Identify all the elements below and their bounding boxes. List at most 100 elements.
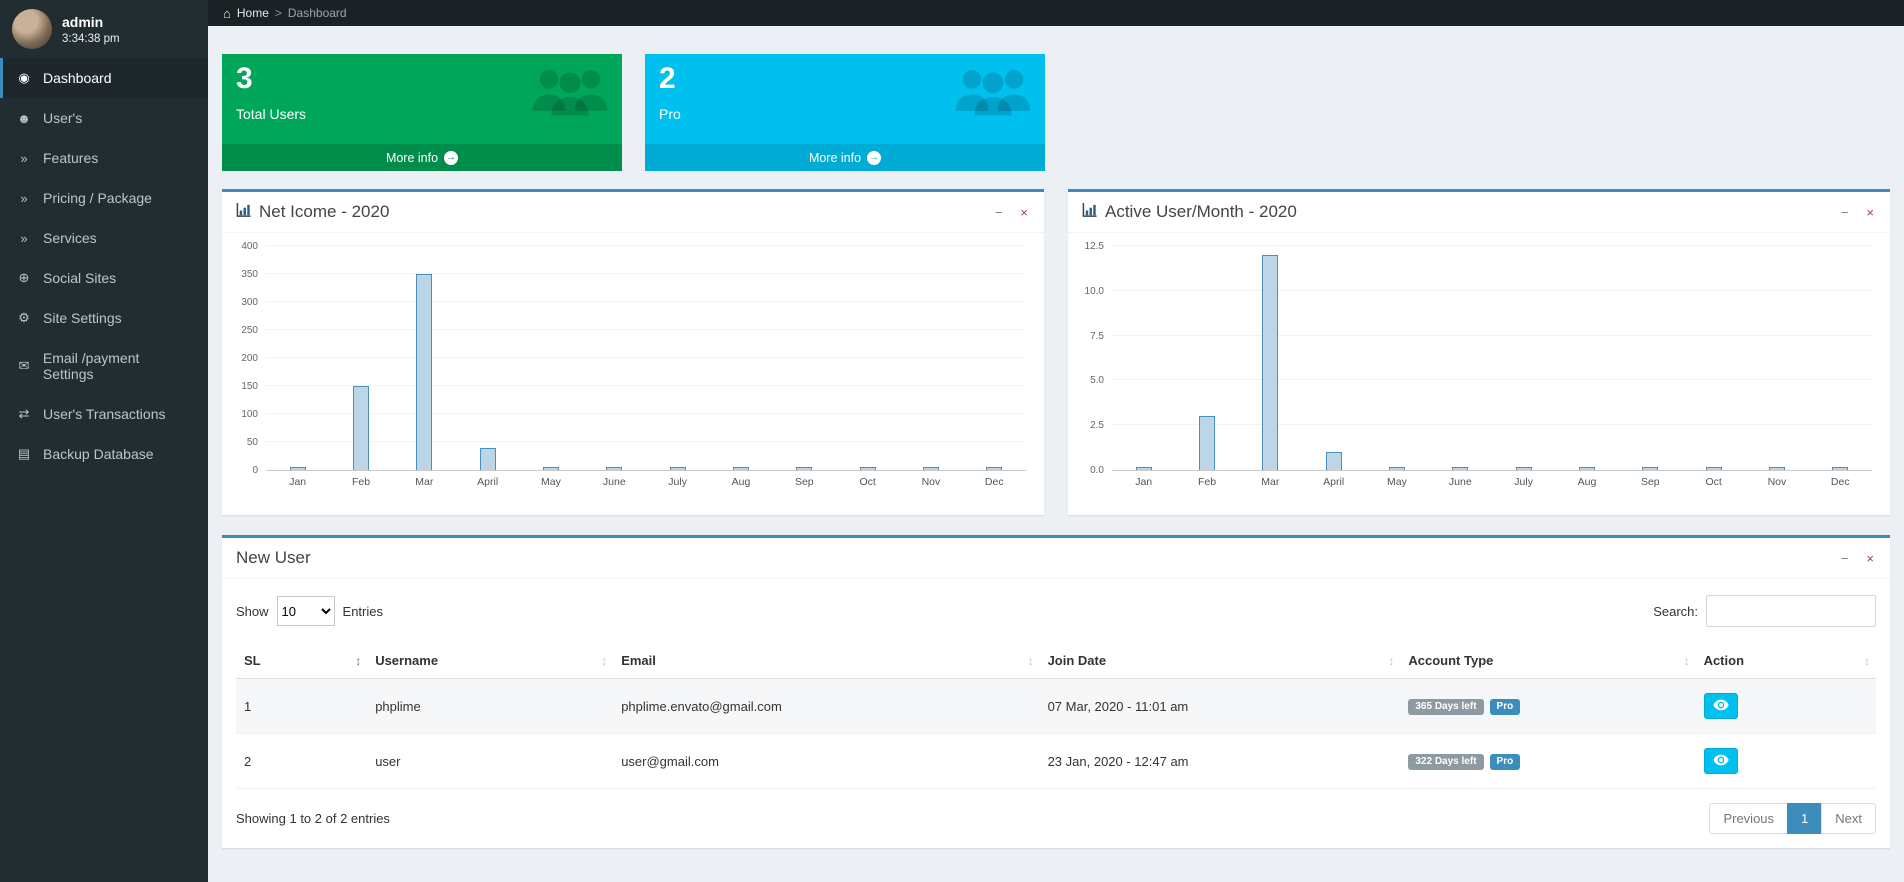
bar	[416, 274, 433, 470]
x-axis: Jan Feb Mar April May June July Aug Sep Oct Nov Dec	[266, 471, 1026, 488]
pro-badge: Pro	[1489, 699, 1521, 715]
sidebar-item-users[interactable]: ☻ User's	[0, 98, 208, 138]
collapse-icon[interactable]: −	[1840, 550, 1849, 566]
close-icon[interactable]: ×	[1020, 204, 1028, 220]
x-tick-label: Jan	[289, 476, 307, 488]
y-tick-label: 350	[241, 269, 258, 280]
sidebar-item-features[interactable]: » Features	[0, 138, 208, 178]
sidebar-item-services[interactable]: » Services	[0, 218, 208, 258]
show-label: Show	[236, 603, 269, 619]
panel-title: New User	[236, 548, 311, 567]
panel-title: Active User/Month - 2020	[1105, 202, 1297, 221]
info-box-label: Total Users	[236, 106, 307, 122]
column-header-email[interactable]: Email ↕	[613, 643, 1040, 679]
users-group-icon	[951, 64, 1035, 121]
user-name: admin	[62, 13, 104, 30]
user-panel: admin 3:34:38 pm	[0, 0, 208, 58]
bar-slot	[1112, 247, 1175, 470]
more-info-label: More info	[808, 150, 862, 165]
cell-account-type: 365 Days left Pro	[1400, 678, 1696, 734]
pricing-package-icon: »	[20, 190, 28, 206]
x-tick-label: June	[1448, 476, 1472, 488]
gridline	[266, 413, 1026, 414]
cell-action	[1695, 678, 1876, 734]
column-header-sl[interactable]: SL ↕	[236, 643, 368, 679]
bar	[986, 467, 1003, 470]
sidebar-item-backup-database[interactable]: ▤ Backup Database	[0, 434, 208, 474]
sidebar-item-email-payment-settings[interactable]: ✉ Email /payment Settings	[0, 338, 208, 394]
gridline	[1112, 424, 1872, 426]
more-info-link[interactable]: More info →	[222, 144, 622, 171]
panel-tools: − ×	[1839, 550, 1876, 567]
sidebar-item-label: Services	[43, 230, 97, 246]
sidebar-item-dashboard[interactable]: ◉ Dashboard	[0, 58, 208, 98]
plot-wrap: 0.0 2.5 5.0 7.5 10.0 12.5	[1078, 241, 1872, 476]
table-row: 1 phplime phplime.envato@gmail.com 07 Mar, …	[236, 678, 1876, 734]
entries-select[interactable]: 10	[276, 596, 335, 626]
bar-slot	[1492, 247, 1555, 470]
sidebar-item-label: Dashboard	[43, 70, 112, 86]
bar-slot	[899, 247, 962, 470]
bar	[1388, 467, 1405, 470]
sidebar-item-pricing-package[interactable]: » Pricing / Package	[0, 178, 208, 218]
collapse-icon[interactable]: −	[994, 204, 1003, 220]
sidebar-item-social-sites[interactable]: ⊕ Social Sites	[0, 258, 208, 298]
bar	[542, 467, 559, 470]
close-icon[interactable]: ×	[1866, 204, 1874, 220]
gridline	[1112, 289, 1872, 291]
sidebar-item-site-settings[interactable]: ⚙ Site Settings	[0, 298, 208, 338]
cell-sl: 1	[236, 678, 368, 734]
x-tick-label: Aug	[731, 476, 751, 488]
bar-slot	[393, 247, 456, 470]
next-page-button[interactable]: Next	[1821, 803, 1876, 834]
bar	[1515, 467, 1532, 470]
breadcrumb: ⌂ Home > Dashboard	[208, 0, 1904, 26]
y-tick-label: 150	[241, 381, 258, 392]
column-header-action[interactable]: Action ↕	[1695, 643, 1876, 679]
bar-slot	[709, 247, 772, 470]
sidebar-item-users-transactions[interactable]: ⇄ User's Transactions	[0, 394, 208, 434]
x-tick-label: Aug	[1577, 476, 1597, 488]
y-tick-label: 300	[241, 297, 258, 308]
bar-slot	[1175, 247, 1238, 470]
bar-slot	[963, 247, 1026, 470]
bar-slot	[1809, 247, 1872, 470]
bar-chart-icon	[1082, 203, 1097, 221]
bar-slot	[456, 247, 519, 470]
bar-slot	[1302, 247, 1365, 470]
view-user-button[interactable]	[1703, 748, 1738, 774]
arrow-circle-right-icon: →	[444, 150, 459, 165]
bar	[1135, 467, 1152, 470]
column-header-username[interactable]: Username ↕	[367, 643, 614, 679]
plot-area	[1112, 245, 1872, 471]
bar-slot	[329, 247, 392, 470]
close-icon[interactable]: ×	[1866, 550, 1874, 566]
search-input[interactable]	[1706, 595, 1876, 627]
bar-slot	[836, 247, 899, 470]
more-info-link[interactable]: More info →	[645, 144, 1045, 171]
y-axis: 0.0 2.5 5.0 7.5 10.0 12.5	[1078, 241, 1112, 476]
sort-icon: ↕	[1388, 653, 1395, 668]
sidebar-item-label: User's	[43, 110, 83, 126]
column-header-label: Email	[621, 653, 656, 668]
bar-slot	[583, 247, 646, 470]
column-header-account-type[interactable]: Account Type ↕	[1400, 643, 1696, 679]
x-tick-label: Feb	[351, 476, 371, 488]
x-tick-label: April	[1323, 476, 1345, 488]
x-tick-label: Sep	[1640, 476, 1660, 488]
view-user-button[interactable]	[1703, 693, 1738, 719]
breadcrumb-home[interactable]: Home	[236, 6, 269, 20]
net-income-chart: 0 50 100 150 200 250 300 350 400 Jan Feb Mar April M…	[222, 233, 1044, 515]
breadcrumb-separator: >	[274, 6, 282, 20]
previous-page-button[interactable]: Previous	[1709, 803, 1789, 834]
collapse-icon[interactable]: −	[1840, 204, 1849, 220]
y-tick-label: 0	[252, 465, 258, 476]
page-1-button[interactable]: 1	[1787, 803, 1823, 834]
user-meta: admin 3:34:38 pm	[62, 14, 120, 45]
charts-row: Net Icome - 2020 − × 0 50 100 150 200 250 300 3…	[222, 189, 1890, 515]
x-tick-label: Oct	[859, 476, 876, 488]
y-tick-label: 250	[241, 325, 258, 336]
column-header-join-date[interactable]: Join Date ↕	[1039, 643, 1401, 679]
table-info: Showing 1 to 2 of 2 entries	[236, 811, 390, 826]
cell-account-type: 322 Days left Pro	[1400, 733, 1696, 789]
